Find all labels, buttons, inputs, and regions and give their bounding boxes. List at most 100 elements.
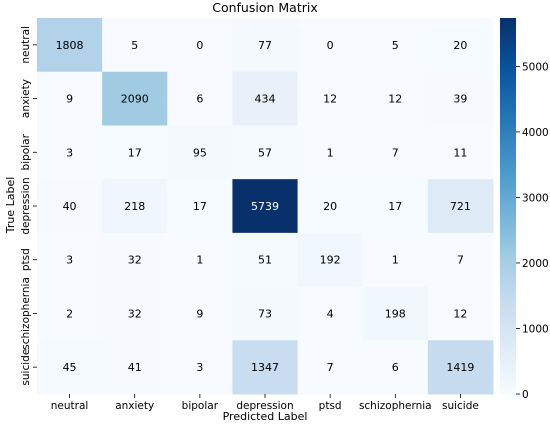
x-tick-label: neutral <box>51 400 89 412</box>
x-tick-label: bipolar <box>182 400 219 412</box>
cell-value-label: 192 <box>320 254 341 267</box>
cell-value-label: 2 <box>66 307 73 320</box>
colorbar-gradient <box>500 18 516 394</box>
cell-value-label: 3 <box>66 146 73 159</box>
heatmap-cell <box>297 71 364 126</box>
cell-value-label: 32 <box>128 254 142 267</box>
cell-value-label: 17 <box>128 146 142 159</box>
cell-value-label: 1 <box>327 146 334 159</box>
y-axis-label: True Label <box>4 177 17 235</box>
x-tick-label: anxiety <box>115 400 154 412</box>
heatmap-cell <box>167 340 233 395</box>
heatmap-cell <box>427 340 494 395</box>
colorbar: 0 1000 2000 3000 4000 5000 <box>500 18 549 401</box>
cell-value-label: 20 <box>323 200 337 213</box>
heatmap-cell <box>102 286 168 341</box>
heatmap-cell <box>362 71 429 126</box>
cell-value-label: 17 <box>388 200 402 213</box>
cell-value-label: 3 <box>196 361 203 374</box>
cell-value-label: 7 <box>457 254 464 267</box>
cell-value-label: 45 <box>63 361 77 374</box>
cell-value-label: 12 <box>323 93 337 106</box>
heatmap-cell <box>427 71 494 126</box>
cell-value-label: 32 <box>128 307 142 320</box>
heatmap-cell <box>362 18 429 73</box>
heatmap-cells: 1808 5 0 77 0 5 209 2090 6 434 12 12 393 17 95 57 1 7 1140… <box>37 18 494 395</box>
cell-value-label: 1 <box>196 254 203 267</box>
heatmap-cell <box>37 125 103 180</box>
cell-value-label: 1808 <box>56 39 84 52</box>
heatmap-cell <box>167 179 233 234</box>
cell-value-label: 7 <box>392 146 399 159</box>
x-tick-label: suicide <box>442 400 479 412</box>
heatmap-cell <box>362 179 429 234</box>
y-axis-ticks: neutral anxiety bipolar depression ptsd schiz… <box>20 26 37 386</box>
heatmap-cell <box>427 286 494 341</box>
heatmap-cell <box>362 286 429 341</box>
heatmap-cell <box>232 71 299 126</box>
cell-value-label: 3 <box>66 254 73 267</box>
cell-value-label: 7 <box>327 361 334 374</box>
colorbar-tick-label: 3000 <box>522 192 549 204</box>
heatmap-cell <box>102 179 168 234</box>
cell-value-label: 1419 <box>446 361 474 374</box>
cell-value-label: 17 <box>193 200 207 213</box>
x-tick-label: depression <box>236 400 293 412</box>
heatmap-cell <box>37 232 103 288</box>
heatmap-cell <box>362 232 429 288</box>
y-tick-label: anxiety <box>20 79 32 118</box>
cell-value-label: 95 <box>193 146 207 159</box>
heatmap-cell <box>232 340 299 395</box>
heatmap-cell <box>297 340 364 395</box>
heatmap-cell <box>427 18 494 73</box>
heatmap-cell <box>37 286 103 341</box>
cell-value-label: 6 <box>392 361 399 374</box>
cell-value-label: 721 <box>450 200 471 213</box>
cell-value-label: 39 <box>453 93 467 106</box>
cell-value-label: 5 <box>392 39 399 52</box>
heatmap-cell <box>37 340 103 395</box>
y-tick-label: neutral <box>20 26 32 64</box>
colorbar-tick-label: 5000 <box>522 61 549 73</box>
cell-value-label: 9 <box>66 93 73 106</box>
heatmap-cell <box>232 18 299 73</box>
heatmap-cell <box>37 179 103 234</box>
cell-value-label: 9 <box>196 307 203 320</box>
cell-value-label: 12 <box>388 93 402 106</box>
cell-value-label: 12 <box>453 307 467 320</box>
cell-value-label: 5739 <box>251 200 279 213</box>
cell-value-label: 198 <box>385 307 406 320</box>
cell-value-label: 73 <box>258 307 272 320</box>
colorbar-tick-label: 0 <box>522 389 529 401</box>
heatmap-cell <box>232 232 299 288</box>
heatmap-cell <box>102 125 168 180</box>
heatmap-cell <box>167 286 233 341</box>
heatmap-cell <box>297 125 364 180</box>
cell-value-label: 434 <box>255 93 276 106</box>
cell-value-label: 1347 <box>251 361 279 374</box>
cell-value-label: 0 <box>327 39 334 52</box>
cell-value-label: 77 <box>258 39 272 52</box>
cell-value-label: 5 <box>131 39 138 52</box>
y-tick-label: ptsd <box>20 248 32 271</box>
heatmap-cell <box>362 125 429 180</box>
x-tick-label: schizophernia <box>359 400 432 412</box>
y-tick-label: bipolar <box>20 133 32 170</box>
heatmap-cell <box>297 179 364 234</box>
cell-value-label: 20 <box>453 39 467 52</box>
heatmap-cell <box>297 232 364 288</box>
heatmap-cell <box>232 286 299 341</box>
colorbar-tick-label: 1000 <box>522 323 549 335</box>
heatmap-cell <box>37 18 103 73</box>
heatmap-cell <box>102 232 168 288</box>
heatmap-cell <box>167 125 233 180</box>
heatmap-cell <box>167 232 233 288</box>
cell-value-label: 2090 <box>121 93 149 106</box>
y-tick-label: suicide <box>20 349 32 386</box>
x-axis-ticks: neutral anxiety bipolar depression ptsd schiz… <box>51 394 479 412</box>
cell-value-label: 4 <box>327 307 334 320</box>
heatmap-cell <box>167 18 233 73</box>
chart-title: Confusion Matrix <box>212 0 318 15</box>
x-axis-label: Predicted Label <box>223 410 308 423</box>
